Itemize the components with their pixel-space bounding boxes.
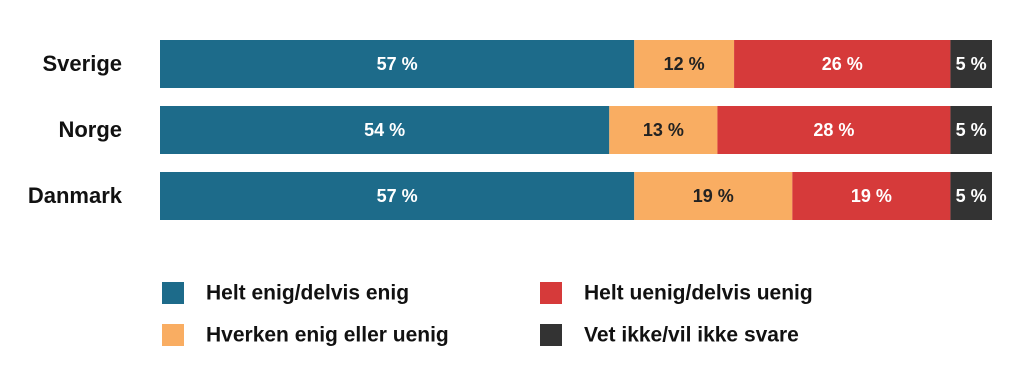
legend-label: Hverken enig eller uenig [206,324,449,347]
value-label: 19 % [693,186,734,206]
bar-segment [792,172,951,220]
category-label: Sverige [43,51,123,76]
value-label: 13 % [643,120,684,140]
bar-segment [160,106,610,154]
value-label: 5 % [956,186,987,206]
bar-segment [634,40,735,88]
bar-segment [950,172,992,220]
bar-segment [609,106,718,154]
value-label: 54 % [364,120,405,140]
value-label: 57 % [377,54,418,74]
legend-label: Helt uenig/delvis uenig [584,282,813,305]
bar-segment [950,106,992,154]
legend-swatch [540,324,562,346]
value-label: 19 % [851,186,892,206]
category-label: Danmark [28,183,123,208]
value-label: 12 % [664,54,705,74]
bar-segment [717,106,951,154]
value-label: 26 % [822,54,863,74]
bar-segment [734,40,951,88]
legend-label: Helt enig/delvis enig [206,282,409,305]
legend-swatch [162,282,184,304]
legend-swatch [540,282,562,304]
legend-label: Vet ikke/vil ikke svare [584,324,799,347]
bar-segment [634,172,793,220]
legend-swatch [162,324,184,346]
bar-segment [160,172,635,220]
bar-segment [160,40,635,88]
category-label: Norge [58,117,122,142]
value-label: 5 % [956,120,987,140]
bar-segment [950,40,992,88]
value-label: 5 % [956,54,987,74]
value-label: 28 % [813,120,854,140]
value-label: 57 % [377,186,418,206]
